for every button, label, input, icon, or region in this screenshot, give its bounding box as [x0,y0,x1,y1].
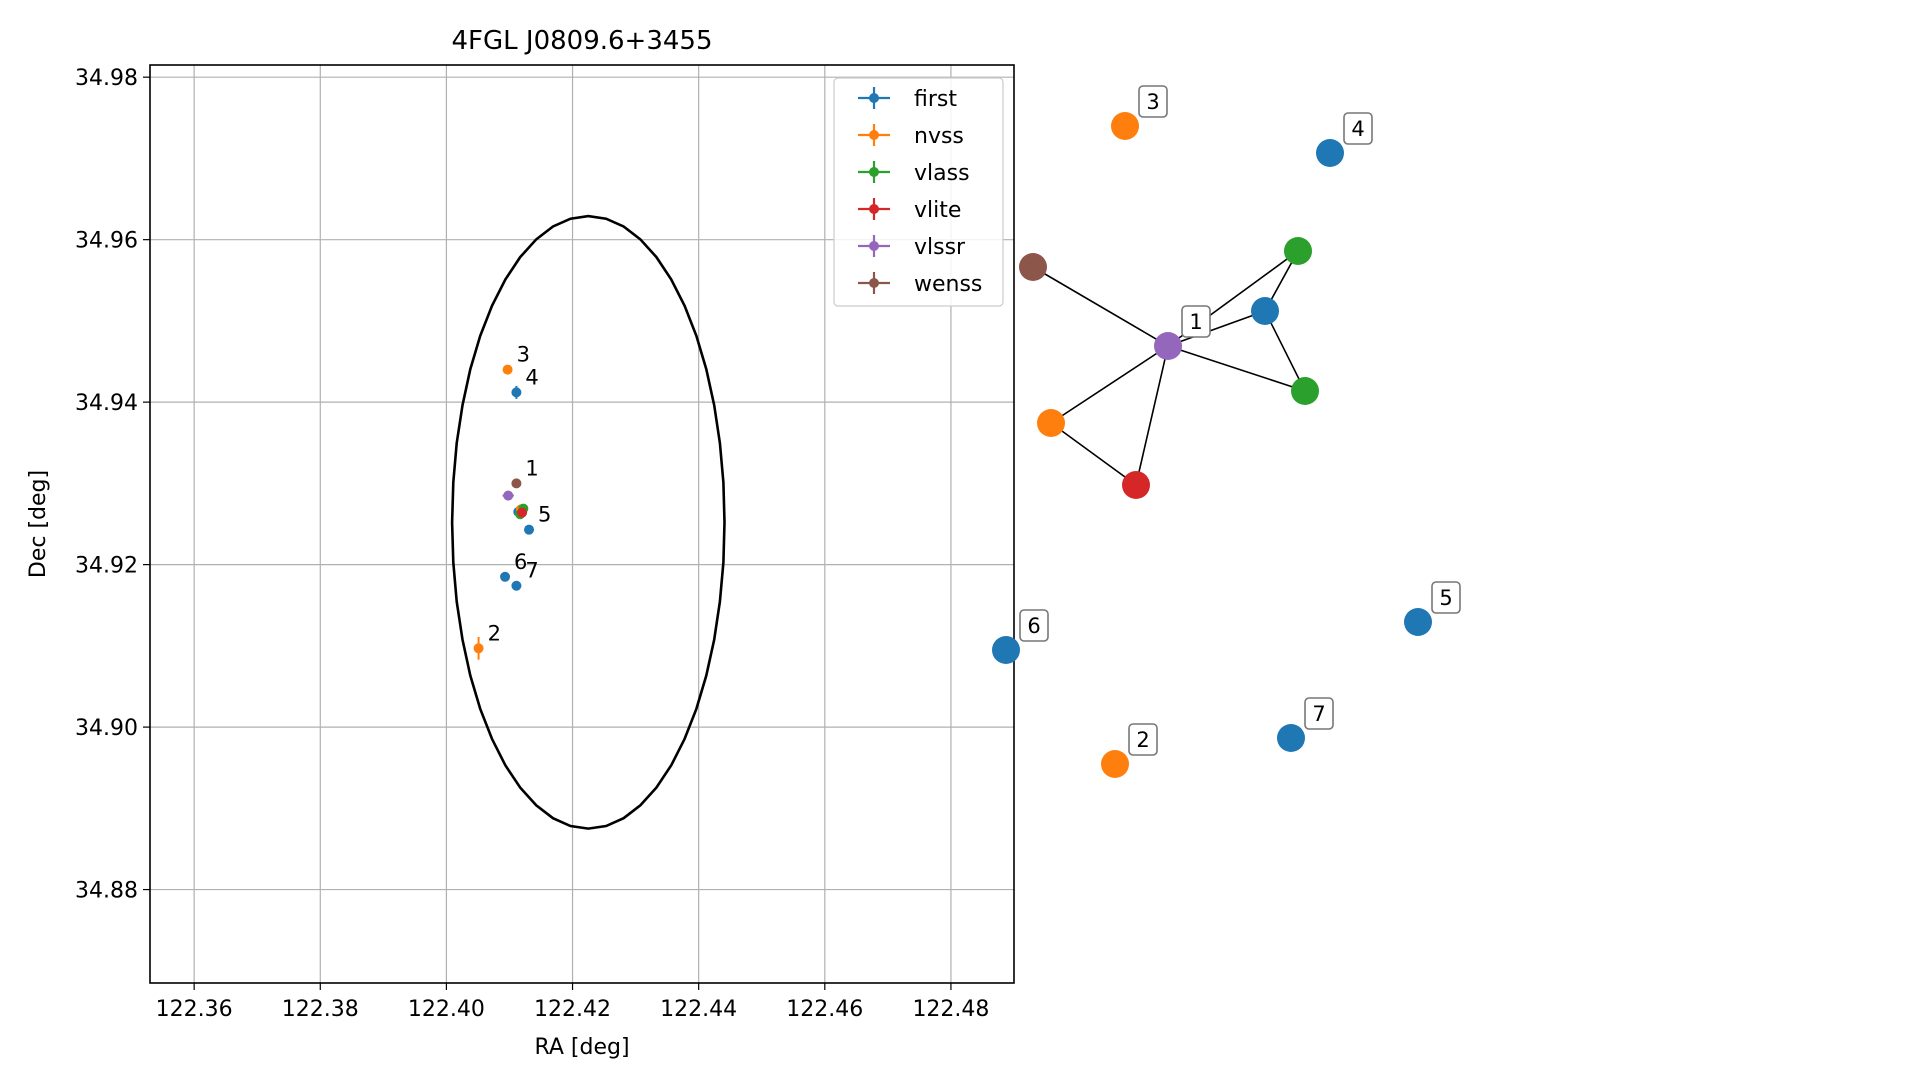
y-tick-label: 34.90 [75,716,138,741]
legend-marker-dot [869,241,879,251]
point-label: 1 [525,456,538,480]
graph-edge [1050,422,1137,486]
node-label: 6 [1027,614,1040,638]
legend-entry-vlite: vlite [914,198,961,223]
y-tick-label: 34.88 [75,879,138,904]
vlite-point [517,507,528,518]
legend-marker-dot [869,204,879,214]
node-label: 5 [1439,586,1452,610]
nvss-point [473,643,484,654]
node-label-box [1304,697,1334,730]
x-tick-label: 122.38 [282,997,359,1022]
node-label: 4 [1351,117,1364,141]
legend-entry-nvss: nvss [914,124,964,149]
graph-node [1277,724,1305,752]
plot-frame [149,64,1015,984]
legend-entry-wenss: wenss [914,272,982,297]
y-axis-label: Dec [deg] [26,470,51,578]
point-label: 7 [525,559,538,583]
grid [150,65,1014,983]
chart-title: 4FGL J0809.6+3455 [452,26,713,56]
node-label: 3 [1146,90,1159,114]
node-label: 2 [1136,728,1149,752]
ellipse-curve [450,214,726,830]
graph-nodes: 1 2 3 4 5 6 7 [992,85,1461,778]
legend: first nvss vlass vlite vlssr wenss [833,77,1004,307]
first-point [500,571,511,582]
graph-edge [1050,345,1169,424]
legend-marker-dot [869,130,879,140]
x-axis-label: RA [deg] [534,1035,629,1060]
first-point [511,580,522,591]
error-ellipse [450,214,726,830]
node-label-box [1019,609,1049,642]
node-label-box [1181,305,1211,338]
legend-marker-dot [869,167,879,177]
legend-entry-vlssr: vlssr [914,235,966,260]
graph-edge [1135,345,1169,486]
first-point [524,524,535,535]
graph-node [992,636,1020,664]
node-label-box [1138,85,1168,118]
ticks: 122.36 122.38 122.40 122.42 122.44 122.46 122.… [75,66,989,1022]
node-label: 7 [1312,702,1325,726]
data-points: 4 567 3 2 1 [473,343,551,660]
node-label-box [1343,112,1373,145]
node-label: 1 [1189,310,1202,334]
graph-edge [1264,310,1306,392]
x-tick-label: 122.36 [156,997,233,1022]
first-point [511,387,522,398]
graph-edge [1167,345,1306,392]
legend-marker-dot [869,278,879,288]
point-label: 2 [488,621,501,645]
wenss-point [511,478,522,489]
graph-node [1154,332,1182,360]
graph-node [1316,139,1344,167]
node-label-box [1128,723,1158,756]
graph-node [1019,253,1047,281]
x-tick-label: 122.48 [912,997,989,1022]
graph-edge [1167,310,1266,347]
y-tick-label: 34.92 [75,554,138,579]
x-tick-label: 122.44 [660,997,737,1022]
graph-node [1122,471,1150,499]
association-graph: 1 2 3 4 5 6 7 [992,85,1461,778]
graph-node [1251,297,1279,325]
vlssr-point [503,490,514,501]
point-label: 6 [514,550,527,574]
y-tick-label: 34.98 [75,66,138,91]
x-tick-label: 122.40 [408,997,485,1022]
legend-entry-first: first [914,87,957,112]
point-label: 4 [525,365,538,389]
graph-edges [1032,250,1306,486]
graph-node [1291,377,1319,405]
graph-node [1037,409,1065,437]
graph-node [1101,750,1129,778]
graph-edge [1032,266,1169,347]
legend-entry-vlass: vlass [914,161,970,186]
point-label: 3 [517,343,530,367]
y-tick-label: 34.94 [75,391,138,416]
point-label: 5 [538,503,551,527]
graph-node [1111,112,1139,140]
graph-node [1284,237,1312,265]
nvss-point [502,364,513,375]
x-tick-label: 122.46 [786,997,863,1022]
node-label-box [1431,581,1461,614]
legend-marker-dot [869,93,879,103]
graph-node [1404,608,1432,636]
x-tick-label: 122.42 [534,997,611,1022]
y-tick-label: 34.96 [75,229,138,254]
